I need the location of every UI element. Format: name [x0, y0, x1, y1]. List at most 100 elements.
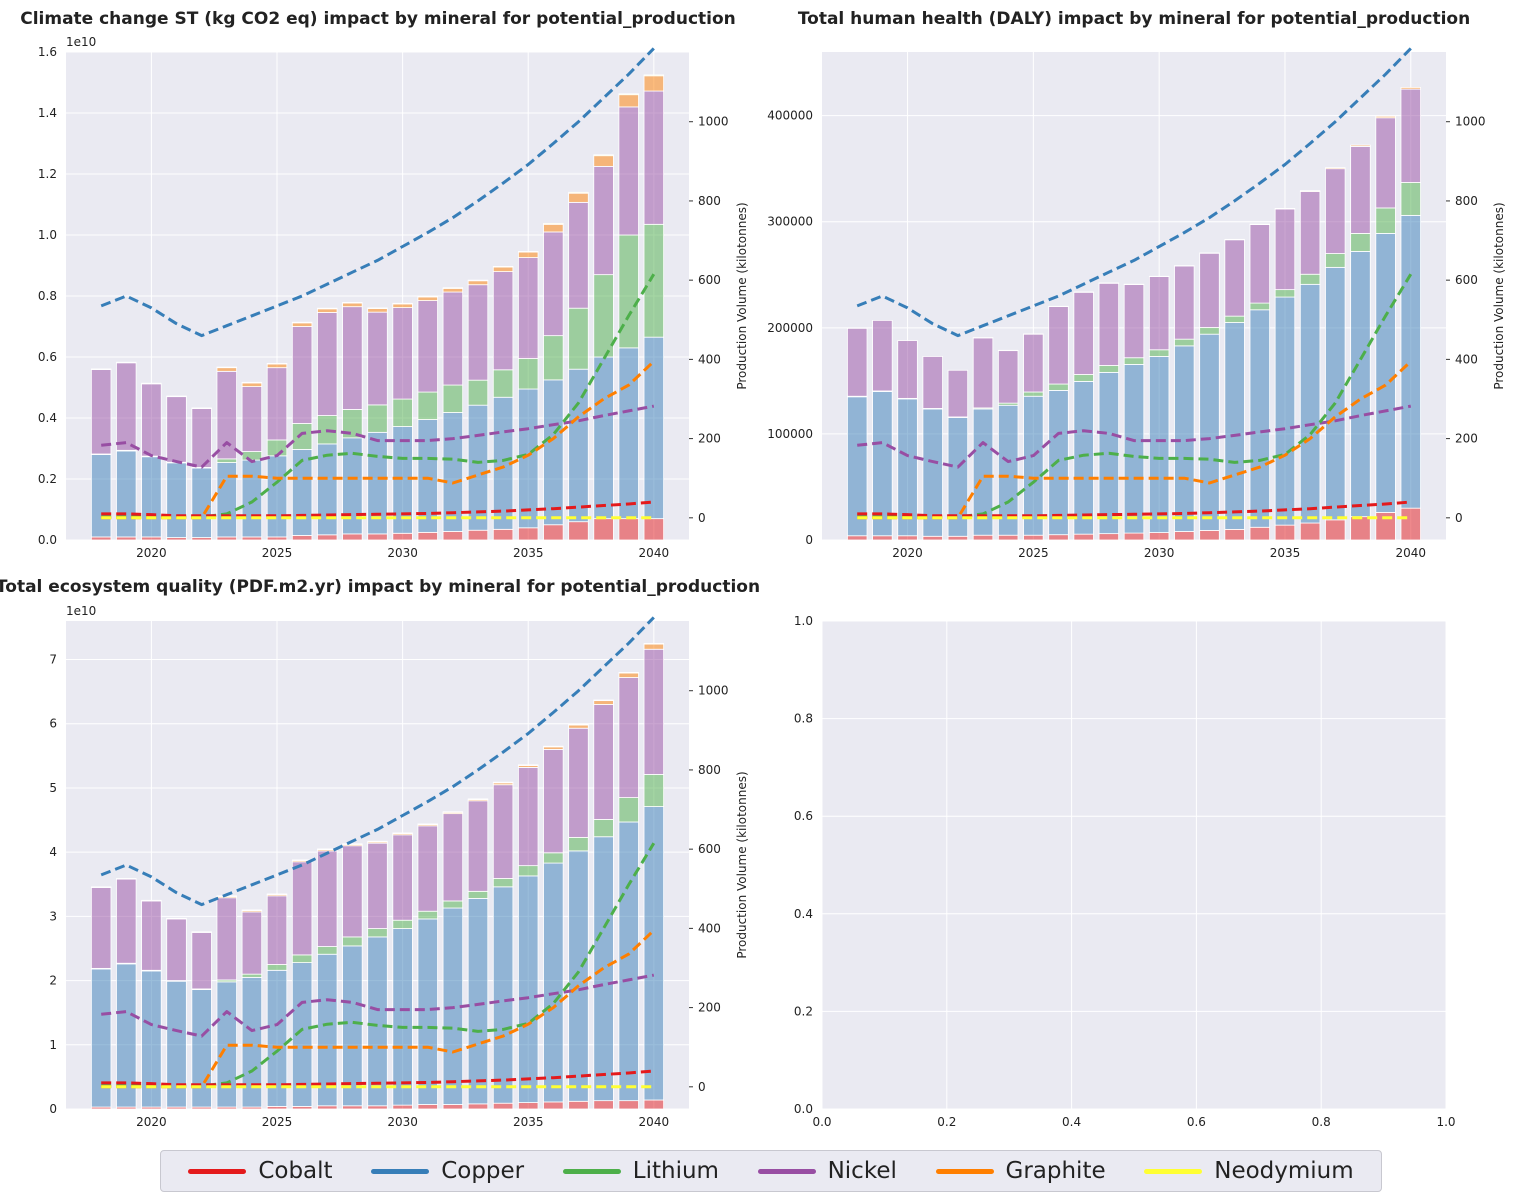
- bar-nickel-2031: [417, 825, 438, 912]
- bar-copper-2040: [643, 806, 665, 1101]
- y2-axis-label: Production Volume (kilotonnes): [1492, 202, 1506, 389]
- bar-nickel-2030: [1148, 276, 1170, 351]
- bar-neodymium-2025: [266, 363, 288, 365]
- y-tick-label: 1.2: [38, 167, 57, 181]
- bar-lithium-2029: [1123, 357, 1145, 365]
- bar-nickel-2024: [241, 386, 263, 452]
- legend-label-neodymium: Neodymium: [1214, 1158, 1354, 1184]
- bar-nickel-2030: [392, 834, 413, 921]
- bar-cobalt-2039: [618, 1100, 639, 1110]
- bar-neodymium-2040: [643, 643, 665, 645]
- bar-cobalt-2031: [417, 531, 438, 541]
- chart-title: Climate change ST (kg CO2 eq) impact by …: [20, 9, 736, 29]
- bar-nickel-2039: [618, 106, 639, 236]
- y2-tick-label: 800: [1455, 194, 1478, 208]
- bar-copper-2026: [1048, 390, 1069, 536]
- bar-neodymium-2028: [342, 302, 363, 304]
- bar-cobalt-2039: [618, 518, 639, 541]
- legend-swatch-lithium: [562, 1168, 621, 1174]
- bar-neodymium-2027: [317, 307, 338, 310]
- bar-nickel-2019: [116, 362, 137, 451]
- bar-lithium-2024: [241, 973, 263, 978]
- bar-nickel-2026: [1048, 306, 1069, 385]
- bar-lithium-2030: [392, 398, 413, 427]
- bar-nickel-2037: [568, 727, 589, 838]
- bar-copper-2034: [1249, 309, 1271, 528]
- bar-cobalt-2033: [1224, 528, 1245, 541]
- bar-copper-2037: [568, 850, 589, 1102]
- bar-nickel-2029: [1123, 284, 1145, 359]
- bar-neodymium-2038: [593, 154, 614, 157]
- y-tick-label: 6: [49, 717, 57, 731]
- bar-copper-2034: [492, 886, 514, 1104]
- bar-lithium-2035: [518, 358, 539, 390]
- bar-copper-2039: [618, 821, 639, 1102]
- bar-lithium-2030: [392, 919, 413, 929]
- bar-nickel-2020: [141, 383, 162, 457]
- bar-lithium-2031: [417, 910, 438, 920]
- y2-tick-label: 200: [1455, 432, 1478, 446]
- legend-swatch-nickel: [757, 1168, 816, 1174]
- y2-tick-label: 400: [1455, 352, 1478, 366]
- bar-nickel-2030: [392, 307, 413, 400]
- y2-axis-label: Production Volume (kilotonnes): [735, 202, 749, 389]
- bar-nickel-2038: [593, 165, 614, 276]
- y-tick-label: 400000: [767, 109, 813, 123]
- bar-lithium-2029: [367, 404, 388, 433]
- y-tick-label: 200000: [767, 321, 813, 335]
- bar-nickel-2034: [1249, 224, 1271, 304]
- bar-neodymium-2026: [291, 321, 313, 324]
- x-tick-label: 0.0: [812, 1115, 831, 1129]
- bar-neodymium-2022: [191, 407, 212, 409]
- bar-copper-2033: [1224, 322, 1245, 530]
- bar-nickel-2029: [367, 842, 388, 929]
- y2-tick-label: 600: [698, 842, 721, 856]
- bar-copper-2029: [1123, 364, 1145, 534]
- bar-cobalt-2024: [997, 534, 1019, 541]
- bar-cobalt-2036: [1299, 522, 1321, 541]
- bar-graphite-2028: [342, 302, 363, 308]
- y-tick-label: 3: [49, 909, 57, 923]
- bar-lithium-2037: [568, 836, 589, 852]
- y-tick-label: 0.4: [794, 907, 813, 921]
- bar-lithium-2025: [266, 964, 288, 971]
- chart-panel-2: 0 200 400 600 800 1000 Production Volume (kilo…: [767, 9, 1506, 560]
- bar-copper-2030: [1148, 356, 1170, 533]
- y-tick-label: 5: [49, 781, 57, 795]
- bar-cobalt-2027: [317, 534, 338, 541]
- bar-cobalt-2032: [1199, 530, 1220, 541]
- bar-nickel-2028: [1098, 282, 1120, 366]
- bar-cobalt-2023: [972, 534, 994, 541]
- bar-neodymium-2020: [141, 899, 162, 902]
- bar-neodymium-2033: [467, 798, 489, 800]
- bar-graphite-2025: [266, 363, 288, 369]
- bar-copper-2031: [417, 419, 438, 533]
- bar-copper-2022: [191, 467, 212, 538]
- bar-neodymium-2019: [116, 361, 137, 364]
- bar-nickel-2025: [266, 895, 288, 965]
- bar-cobalt-2037: [568, 1100, 589, 1110]
- bar-copper-2039: [618, 347, 639, 520]
- y2-tick-label: 600: [698, 273, 721, 287]
- x-tick-label: 2035: [513, 1115, 544, 1129]
- bar-nickel-2024: [997, 350, 1019, 404]
- bar-cobalt-2025: [266, 536, 288, 541]
- bar-graphite-2038: [593, 155, 614, 167]
- bar-cobalt-2023: [216, 536, 237, 541]
- bar-cobalt-2040: [1400, 507, 1421, 541]
- bar-graphite-2035: [1274, 207, 1296, 210]
- bar-copper-2028: [342, 437, 363, 535]
- bar-lithium-2028: [1098, 365, 1120, 373]
- x-tick-label: 2020: [136, 546, 167, 560]
- bar-cobalt-2040: [643, 1099, 665, 1110]
- bar-lithium-2028: [342, 936, 363, 947]
- y-tick-label: 0.0: [38, 533, 57, 547]
- bar-lithium-2038: [593, 819, 614, 838]
- bar-neodymium-2039: [618, 671, 639, 674]
- x-tick-label: 2020: [136, 1115, 167, 1129]
- bar-graphite-2029: [367, 308, 388, 313]
- bar-nickel-2022: [191, 408, 212, 468]
- y-tick-label: 1.6: [38, 45, 57, 59]
- bar-neodymium-2038: [593, 699, 614, 702]
